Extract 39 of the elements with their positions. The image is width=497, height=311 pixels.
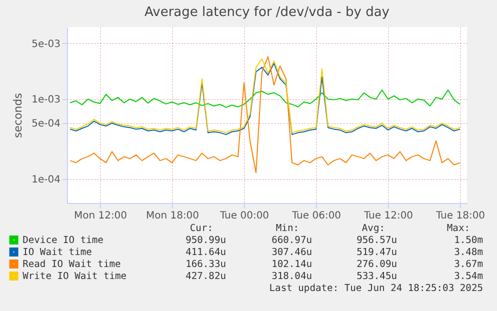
- y-tick-label: 5e-03: [32, 38, 60, 50]
- y-axis-title: seconds: [12, 92, 25, 138]
- x-tick-label: Tue 00:00: [218, 210, 270, 222]
- x-tick-label: Mon 12:00: [74, 210, 128, 222]
- text: 102.14u: [272, 259, 312, 271]
- text: 519.47u: [356, 247, 397, 259]
- legend-label: IO Wait time: [22, 247, 92, 258]
- text: 660.97u: [272, 235, 312, 247]
- text: 3.54m: [454, 271, 483, 283]
- text: 533.45u: [356, 271, 397, 283]
- x-tick-label: Mon 18:00: [146, 210, 200, 222]
- text: 3.67m: [454, 259, 483, 271]
- y-tick-label: 1e-04: [32, 174, 60, 186]
- legend-label: Read IO Wait time: [22, 259, 122, 270]
- text: 276.09u: [356, 259, 397, 271]
- text: Cur:: [190, 223, 213, 235]
- x-tick-label: Tue 06:00: [290, 210, 342, 222]
- text: Min:: [276, 223, 299, 235]
- x-tick-label: Tue 18:00: [434, 210, 486, 222]
- text: 1.50m: [454, 235, 483, 247]
- y-tick-label: 5e-04: [32, 118, 60, 130]
- text: 166.33u: [186, 259, 226, 271]
- x-tick-label: Tue 12:00: [362, 210, 414, 222]
- legend-label: Write IO Wait time: [22, 271, 127, 282]
- text: Last update: Tue Jun 24 18:25:03 2025: [269, 283, 483, 295]
- text: Avg:: [362, 223, 385, 235]
- line-series: [70, 90, 460, 108]
- text: 411.64u: [186, 247, 226, 259]
- text: 956.57u: [356, 235, 397, 247]
- legend-label: Device IO time: [22, 235, 104, 246]
- text: 427.82u: [186, 271, 226, 283]
- text: Max:: [446, 223, 470, 235]
- text: 307.46u: [272, 247, 312, 259]
- text: 318.04u: [272, 271, 312, 283]
- chart-title: Average latency for /dev/vda - by day: [144, 5, 390, 20]
- text: 950.99u: [186, 235, 226, 247]
- text: 3.48m: [454, 247, 483, 259]
- line-series: [70, 56, 460, 174]
- y-tick-label: 1e-03: [32, 94, 60, 106]
